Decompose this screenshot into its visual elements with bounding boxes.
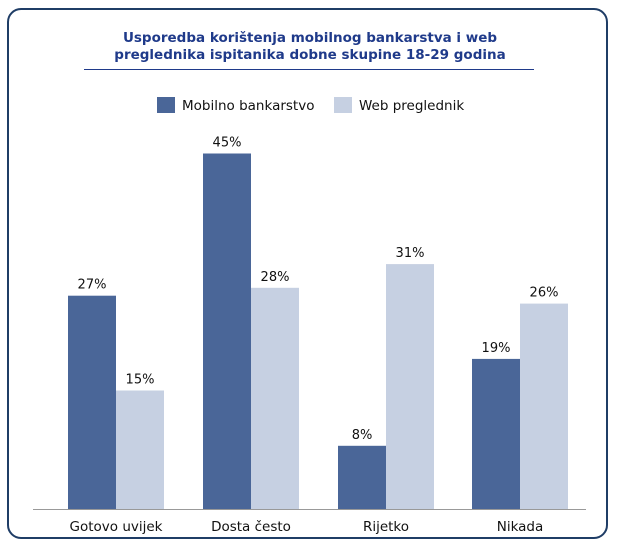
data-label-web-0: 15%: [126, 373, 155, 388]
bar-web-1: [251, 287, 299, 509]
x-tick-label-1: Dosta često: [211, 519, 291, 535]
bar-mobilno-3: [472, 358, 520, 509]
data-label-web-1: 28%: [261, 270, 290, 285]
legend-label-web: Web preglednik: [359, 98, 464, 114]
data-label-mobilno-3: 19%: [482, 341, 511, 356]
data-label-mobilno-1: 45%: [213, 136, 242, 151]
data-label-web-2: 31%: [396, 246, 425, 261]
data-label-mobilno-2: 8%: [352, 428, 373, 443]
chart-title-line-1: Usporedba korištenja mobilnog bankarstva…: [122, 30, 498, 46]
data-label-mobilno-0: 27%: [78, 278, 107, 293]
bar-mobilno-1: [203, 153, 251, 509]
legend-label-mobilno: Mobilno bankarstvo: [182, 98, 314, 114]
bar-web-3: [520, 303, 568, 509]
x-tick-label-3: Nikada: [497, 519, 544, 535]
x-tick-label-2: Rijetko: [363, 519, 409, 535]
chart-title-line-2: preglednika ispitanika dobne skupine 18-…: [114, 47, 506, 63]
legend-swatch-web: [334, 97, 352, 113]
title-underline: [84, 69, 534, 70]
legend-swatch-mobilno: [157, 97, 175, 113]
chart-title: Usporedba korištenja mobilnog bankarstva…: [70, 30, 550, 64]
bar-web-2: [386, 264, 434, 509]
bar-web-0: [116, 390, 164, 509]
bar-mobilno-2: [338, 445, 386, 509]
bar-mobilno-0: [68, 295, 116, 509]
data-label-web-3: 26%: [530, 286, 559, 301]
x-tick-label-0: Gotovo uvijek: [70, 519, 163, 535]
